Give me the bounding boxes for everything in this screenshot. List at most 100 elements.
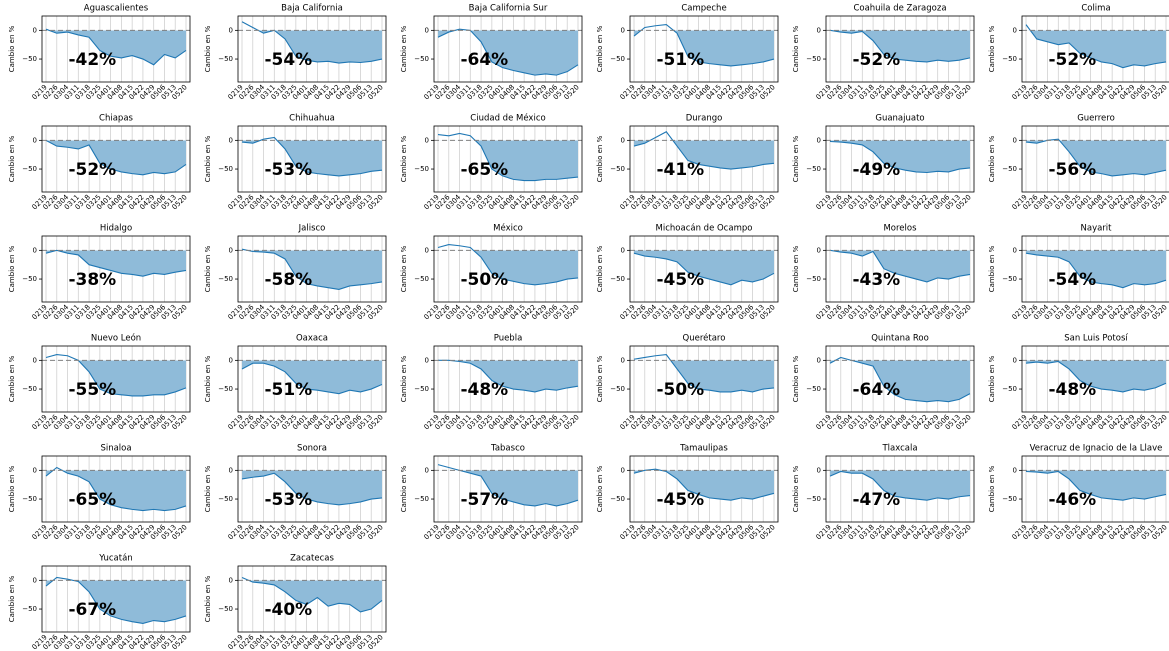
y-tick-label: −50	[22, 275, 37, 283]
y-tick-label: 0	[621, 356, 625, 364]
panel-title: Durango	[686, 114, 723, 124]
y-axis-label: Cambio en %	[988, 465, 996, 512]
area-fill	[634, 30, 774, 66]
panel-title: Sinaloa	[100, 444, 131, 454]
area-fill	[46, 140, 186, 175]
plot-frame	[237, 15, 387, 83]
panel-title: Baja California	[281, 4, 343, 14]
y-axis-label: Cambio en %	[8, 575, 16, 622]
y-axis-label: Cambio en %	[596, 355, 604, 402]
y-tick-label: −50	[218, 55, 233, 63]
line	[829, 29, 971, 63]
panel-title: Yucatán	[98, 554, 132, 564]
panel: 0219022603040311031803250401040804150422…	[400, 113, 583, 211]
line	[45, 139, 187, 176]
annotation: -45%	[656, 490, 704, 510]
panel-title: Zacatecas	[290, 554, 334, 564]
y-axis-label: Cambio en %	[204, 355, 212, 402]
y-axis-label: Cambio en %	[8, 355, 16, 402]
area-fill	[830, 140, 970, 173]
line	[437, 28, 579, 76]
plot-frame	[1021, 455, 1169, 523]
plot-frame	[237, 565, 387, 633]
y-tick-label: −50	[218, 275, 233, 283]
plot-frame	[41, 15, 191, 83]
y-axis-label: Cambio en %	[400, 355, 408, 402]
panel: 0219022603040311031803250401040804150422…	[988, 114, 1169, 211]
area-fill	[46, 470, 186, 511]
annotation: -52%	[852, 50, 900, 70]
panel-title: Oaxaca	[296, 334, 328, 344]
panel-title: Nuevo León	[91, 333, 141, 344]
y-axis-label: Cambio en %	[400, 245, 408, 292]
y-tick-label: −50	[22, 385, 37, 393]
y-tick-label: 0	[621, 466, 625, 474]
y-tick-label: −50	[806, 275, 821, 283]
y-tick-label: −50	[414, 165, 429, 173]
area-fill	[634, 470, 774, 501]
annotation: -52%	[68, 160, 116, 180]
panel-title: Tabasco	[490, 444, 525, 454]
y-tick-label: 0	[817, 246, 821, 254]
plot-frame	[433, 15, 583, 83]
panel: 0219022603040311031803250401040804150422…	[792, 334, 975, 431]
y-tick-label: 0	[1013, 26, 1017, 34]
line	[1025, 470, 1167, 501]
panel: 0219022603040311031803250401040804150422…	[988, 444, 1169, 541]
panel: 0219022603040311031803250401040804150422…	[400, 223, 583, 321]
annotation: -58%	[264, 270, 312, 290]
area-fill	[438, 470, 578, 506]
area-fill	[1026, 30, 1166, 68]
y-axis-label: Cambio en %	[204, 575, 212, 622]
y-axis-label: Cambio en %	[8, 465, 16, 512]
plot-frame	[825, 235, 975, 303]
annotation: -54%	[264, 50, 312, 70]
line	[633, 468, 775, 501]
line	[829, 470, 971, 501]
panel-title: Morelos	[883, 224, 917, 234]
annotation: -65%	[460, 160, 508, 180]
line	[633, 131, 775, 170]
y-tick-label: 0	[229, 576, 233, 584]
annotation: -50%	[656, 380, 704, 400]
annotation: -50%	[460, 270, 508, 290]
line	[437, 132, 579, 182]
y-tick-label: −50	[414, 55, 429, 63]
panel-title: Baja California Sur	[469, 4, 548, 14]
y-axis-label: Cambio en %	[400, 135, 408, 182]
plot-frame	[237, 455, 387, 523]
panel-title: Aguascalientes	[84, 4, 149, 14]
y-tick-label: 0	[1013, 356, 1017, 364]
y-tick-label: −50	[22, 495, 37, 503]
panel: 0219022603040311031803250401040804150422…	[596, 333, 779, 431]
line	[437, 244, 579, 286]
y-axis-label: Cambio en %	[400, 25, 408, 72]
y-tick-label: 0	[621, 26, 625, 34]
panel: 0219022603040311031803250401040804150422…	[8, 554, 191, 651]
line	[45, 354, 187, 397]
panel: 0219022603040311031803250401040804150422…	[792, 114, 975, 211]
y-tick-label: 0	[229, 466, 233, 474]
y-tick-label: −50	[806, 55, 821, 63]
panel-title: Coahuila de Zaragoza	[853, 4, 946, 14]
area-fill	[46, 360, 186, 396]
area-fill	[242, 250, 382, 290]
plot-frame	[629, 235, 779, 303]
annotation: -55%	[68, 380, 116, 400]
plot-frame	[629, 125, 779, 193]
panel-title: Guerrero	[1077, 114, 1115, 124]
y-axis-label: Cambio en %	[792, 25, 800, 72]
y-axis-label: Cambio en %	[596, 245, 604, 292]
panel-title: Chiapas	[99, 114, 133, 124]
y-tick-label: 0	[817, 356, 821, 364]
area-fill	[634, 140, 774, 170]
line	[1025, 360, 1167, 393]
y-axis-label: Cambio en %	[204, 245, 212, 292]
y-axis-label: Cambio en %	[8, 245, 16, 292]
area-fill	[438, 360, 578, 392]
panel-title: Michoacán de Ocampo	[656, 224, 753, 234]
panel: 0219022603040311031803250401040804150422…	[792, 444, 975, 541]
panel: 0219022603040311031803250401040804150422…	[204, 444, 387, 541]
y-tick-label: 0	[33, 136, 37, 144]
